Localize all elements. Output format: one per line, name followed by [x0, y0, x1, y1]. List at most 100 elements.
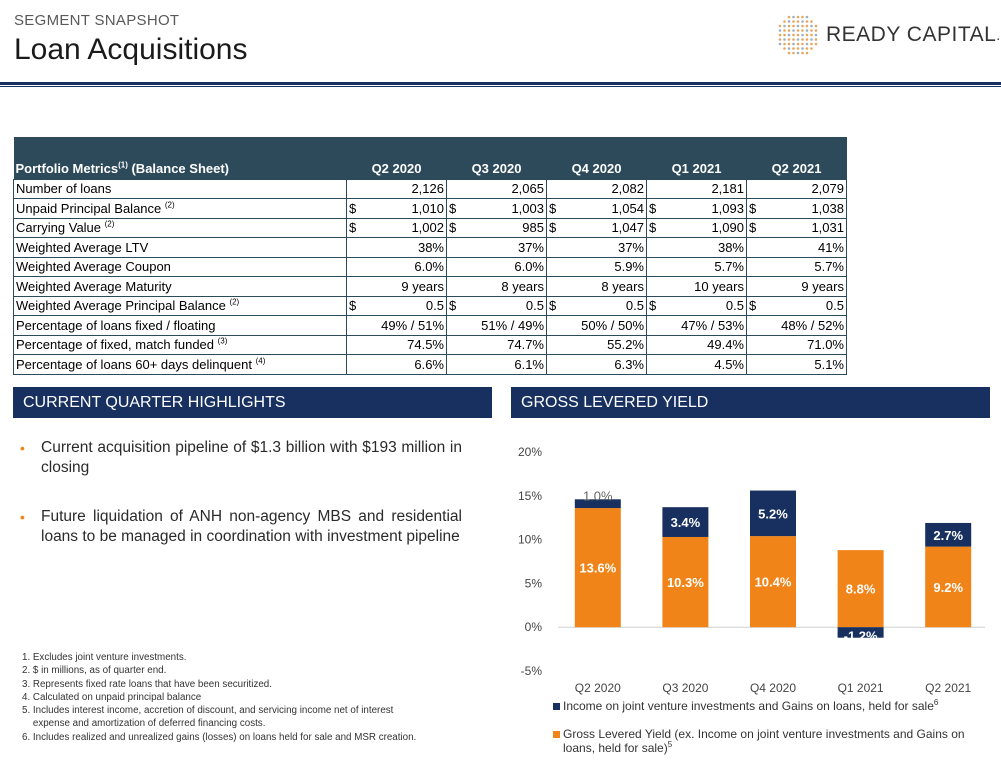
row-label-text: Carrying Value [16, 220, 105, 236]
logo-dot [792, 42, 795, 46]
logo-dot [778, 29, 782, 32]
table-cell: 6.0% [446, 256, 547, 277]
row-label: Percentage of loans fixed / floating [13, 315, 347, 336]
header-subtitle: SEGMENT SNAPSHOT [14, 12, 180, 29]
table-cell: $1,038 [746, 198, 847, 219]
highlights-list: • Current acquisition pipeline of $1.3 bi… [20, 438, 462, 576]
table-cell: 2,065 [446, 178, 547, 199]
bar-segment [574, 508, 621, 628]
currency-symbol: $ [749, 200, 757, 216]
bar-segment [750, 536, 796, 628]
logo-dot [792, 51, 795, 55]
currency-symbol: $ [449, 200, 457, 216]
table-cell: 38% [346, 237, 447, 258]
y-tick-label: 15% [518, 489, 542, 503]
legend-label-gross-yield: Gross Levered Yield (ex. Income on joint… [563, 727, 965, 755]
header-rule-thin [0, 86, 1001, 87]
logo-dot [783, 24, 786, 28]
table-row: Carrying Value (2) $1,002 $985 $1,047 $1,090… [13, 217, 847, 238]
x-tick-label: Q4 2020 [750, 681, 796, 695]
logo-dot [787, 15, 791, 19]
cell-value: 9 years [401, 278, 444, 294]
currency-symbol: $ [549, 200, 557, 216]
row-label-text: Weighted Average LTV [16, 239, 149, 255]
logo-dot [783, 20, 786, 23]
cell-value: 1,054 [611, 200, 644, 216]
table-cell: 50% / 50% [546, 315, 647, 336]
cell-value: 74.5% [407, 337, 444, 353]
logo-dot [792, 33, 795, 37]
cell-value: 10 years [694, 278, 744, 294]
bar-segment [574, 499, 621, 509]
logo-dot [810, 29, 813, 32]
table-cell: 38% [646, 237, 747, 258]
currency-symbol: $ [349, 298, 357, 314]
data-label: 10.4% [755, 575, 792, 590]
logo-dot [796, 20, 800, 23]
cell-value: 1,002 [411, 220, 444, 236]
logo-dot [801, 51, 804, 55]
y-tick-label: 0% [525, 620, 543, 634]
legend-sup-5: 5 [667, 740, 673, 749]
table-cell: $0.5 [346, 295, 447, 316]
cell-value: 2,082 [611, 181, 644, 197]
data-label: 8.8% [846, 582, 876, 597]
logo-dot [792, 20, 795, 23]
table-cell: $0.5 [746, 295, 847, 316]
logo-dot [792, 29, 795, 32]
cell-value: 0.5 [625, 298, 644, 314]
bar-segment [925, 522, 972, 547]
table-cell: 10 years [646, 276, 747, 297]
logo-dot [801, 38, 804, 41]
bar-segment [662, 536, 709, 628]
cell-value: 8 years [501, 278, 544, 294]
logo-dot [787, 42, 791, 46]
logo-dot [814, 38, 818, 41]
logo-dot [805, 42, 809, 46]
logo-dot [792, 15, 795, 19]
table-cell: 49.4% [646, 334, 747, 355]
logo-dot [805, 29, 809, 32]
x-tick-label: Q3 2020 [662, 681, 708, 695]
header-rule [0, 82, 1001, 85]
currency-symbol: $ [649, 220, 657, 236]
logo-dot [787, 20, 791, 23]
table-cell: $1,047 [546, 217, 647, 238]
cell-value: 9 years [801, 278, 844, 294]
logo-dot [805, 20, 809, 23]
table-cell: 8 years [546, 276, 647, 297]
header-label-sup: (1) [118, 160, 128, 170]
highlight-text: Current acquisition pipeline of $1.3 bil… [41, 439, 462, 476]
portfolio-metrics-table: Portfolio Metrics(1) (Balance Sheet) Q2 … [13, 137, 847, 375]
table-cell: 6.0% [346, 256, 447, 277]
cell-value: 47% / 53% [681, 317, 744, 333]
data-label: 5.2% [758, 506, 788, 521]
table-row: Percentage of loans 60+ days delinquent … [13, 354, 847, 375]
table-cell: $0.5 [646, 295, 747, 316]
cell-value: 5.1% [814, 356, 844, 372]
currency-symbol: $ [349, 200, 357, 216]
legend-income-jv: Income on joint venture investments and … [553, 699, 973, 713]
column-header: Q4 2020 [546, 137, 647, 179]
row-label-footnote: (2) [229, 297, 240, 307]
footnote: 3. Represents fixed rate loans that have… [22, 678, 272, 690]
logo-dot [805, 47, 809, 50]
cell-value: 1,031 [811, 220, 844, 236]
highlight-item: • Current acquisition pipeline of $1.3 bi… [20, 438, 462, 478]
footnote: expense and amortization of deferred fin… [22, 718, 266, 730]
legend-swatch-navy [553, 703, 560, 711]
logo-dot [805, 51, 809, 55]
logo-dot [778, 24, 782, 28]
table-row: Percentage of fixed, match funded (3) 74.… [13, 334, 847, 355]
logo-dot [810, 33, 813, 37]
table-cell: 6.1% [446, 354, 547, 375]
footnote: 2. $ in millions, as of quarter end. [22, 665, 167, 677]
table-cell: $1,031 [746, 217, 847, 238]
logo-dot [783, 29, 786, 32]
cell-value: 5.7% [714, 259, 744, 275]
y-tick-label: 10% [518, 533, 542, 547]
data-label: -1.2% [844, 629, 878, 644]
cell-value: 38% [417, 239, 444, 255]
cell-value: 6.1% [514, 356, 544, 372]
cell-value: 0.5 [825, 298, 844, 314]
